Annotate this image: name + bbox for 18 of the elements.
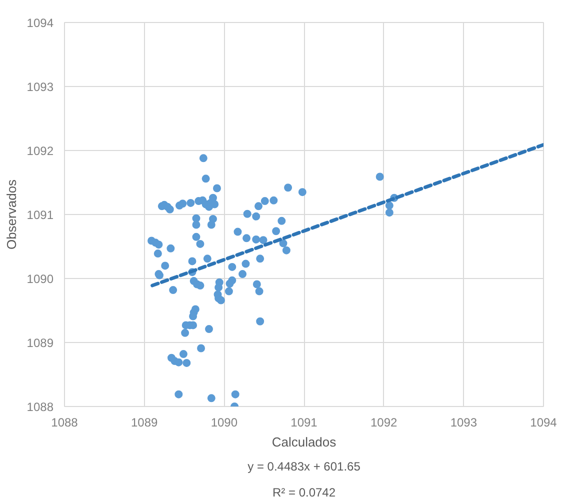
y-tick-label: 1088	[26, 400, 54, 414]
x-tick-label: 1089	[130, 416, 158, 430]
x-tick-label: 1094	[530, 416, 558, 430]
y-tick-label: 1089	[26, 336, 54, 350]
y-tick-label: 1093	[26, 80, 54, 94]
x-tick-label: 1093	[450, 416, 478, 430]
x-tick-label: 1090	[210, 416, 238, 430]
x-axis-title: Calculados	[272, 434, 337, 450]
x-tick-label: 1088	[51, 416, 78, 430]
y-axis-title: Observados	[4, 178, 19, 250]
y-tick-label: 1094	[26, 16, 54, 30]
text: y = 0.4483x + 601.65	[248, 460, 361, 474]
text: R² = 0.0742	[272, 486, 336, 500]
y-tick-label: 1091	[26, 208, 54, 222]
y-tick-label: 1092	[26, 144, 54, 158]
x-tick-label: 1091	[290, 416, 318, 430]
y-tick-label: 1090	[26, 272, 54, 286]
x-tick-label: 1092	[370, 416, 398, 430]
